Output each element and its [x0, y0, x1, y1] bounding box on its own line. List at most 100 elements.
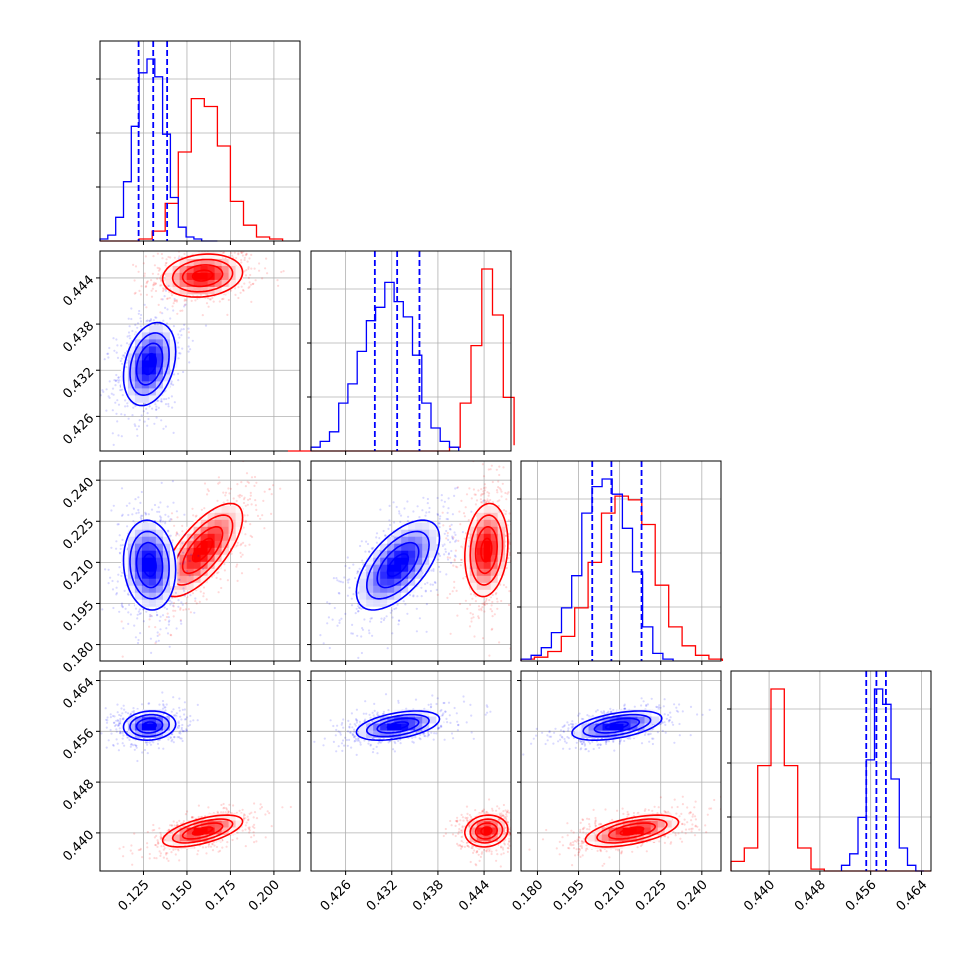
scatter-point	[350, 604, 354, 607]
scatter-point	[254, 279, 257, 282]
scatter-point	[474, 600, 477, 603]
scatter-point	[123, 589, 126, 593]
scatter-point	[160, 836, 163, 840]
density-cell	[155, 557, 164, 566]
scatter-point	[156, 631, 159, 634]
scatter-point	[140, 313, 143, 317]
scatter-point	[507, 491, 510, 494]
scatter-point	[468, 536, 471, 539]
scatter-point	[282, 270, 285, 273]
density-cell	[193, 561, 201, 570]
scatter-point	[148, 319, 151, 322]
scatter-point	[227, 298, 230, 302]
scatter-point	[369, 620, 372, 623]
scatter-point	[157, 273, 160, 276]
scatter-point	[253, 811, 257, 814]
scatter-point	[156, 839, 159, 842]
scatter-point	[465, 493, 469, 496]
scatter-point	[136, 641, 140, 645]
density-cell	[214, 251, 222, 260]
density-cell	[134, 592, 143, 601]
scatter-point	[142, 410, 145, 413]
scatter-point	[125, 342, 129, 345]
scatter-point	[182, 608, 185, 612]
scatter-point	[161, 257, 164, 260]
density-cell	[179, 554, 187, 563]
scatter-point	[496, 607, 499, 610]
scatter-point	[149, 614, 152, 617]
scatter-point	[268, 488, 272, 491]
scatter-point	[209, 845, 213, 848]
density-cell	[373, 592, 381, 601]
scatter-point	[242, 817, 245, 820]
scatter-point	[116, 399, 119, 402]
scatter-point	[139, 847, 142, 851]
scatter-point	[163, 295, 166, 298]
scatter-point	[158, 277, 162, 280]
scatter-point	[498, 487, 501, 490]
scatter-point	[253, 475, 257, 479]
scatter-point	[249, 283, 253, 286]
density-cell	[155, 325, 164, 333]
scatter-point	[172, 309, 175, 312]
scatter-point	[371, 634, 374, 637]
scatter-point	[134, 265, 138, 268]
density-cell	[415, 564, 423, 573]
scatter-point	[154, 642, 157, 645]
scatter-point	[224, 494, 227, 497]
scatter-point	[120, 602, 124, 605]
scatter-point	[183, 594, 186, 597]
scatter-point	[167, 515, 170, 518]
scatter-point	[253, 841, 256, 844]
scatter-point	[152, 283, 155, 286]
scatter-point	[357, 605, 360, 608]
scatter-point	[166, 829, 169, 832]
density-cell	[490, 554, 499, 563]
scatter-point	[473, 493, 476, 496]
density-cell	[155, 543, 164, 552]
density-cell	[186, 526, 194, 535]
scatter-point	[119, 389, 122, 392]
density-cell	[169, 571, 178, 580]
scatter-point	[489, 608, 492, 611]
scatter-point	[139, 848, 142, 852]
density-cell	[134, 395, 143, 403]
scatter-point	[107, 352, 110, 355]
density-cell	[394, 529, 402, 538]
density-cell	[162, 543, 171, 552]
scatter-point	[105, 388, 108, 391]
scatter-point	[490, 464, 493, 467]
density-cell	[228, 258, 236, 267]
scatter-point	[155, 408, 158, 411]
density-cell	[490, 561, 499, 570]
scatter-point	[163, 839, 166, 842]
scatter-point	[114, 401, 117, 404]
scatter-point	[516, 563, 518, 565]
scatter-point	[194, 299, 197, 302]
scatter-point	[133, 292, 136, 295]
density-cell	[141, 564, 150, 573]
scatter-point	[207, 845, 210, 848]
scatter-point	[256, 514, 260, 518]
scatter-point	[178, 336, 181, 339]
scatter-point	[483, 499, 486, 502]
density-cell	[134, 339, 143, 347]
scatter-point	[140, 414, 143, 417]
scatter-point	[205, 293, 208, 296]
density-cell	[172, 272, 180, 281]
density-cell	[483, 512, 492, 521]
scatter-point	[121, 544, 124, 547]
density-cell	[162, 592, 171, 601]
contour-red-level-2	[171, 258, 234, 293]
scatter-point	[506, 492, 509, 495]
scatter-point	[244, 845, 247, 848]
scatter-point	[447, 538, 450, 542]
scatter-point	[196, 248, 198, 250]
scatter-point	[519, 511, 521, 513]
contour-blue-level-2	[365, 530, 430, 600]
scatter-point	[160, 400, 163, 403]
density-cell	[127, 388, 136, 396]
density-cell	[490, 547, 499, 556]
scatter-point	[437, 565, 441, 569]
scatter-point	[447, 507, 450, 510]
